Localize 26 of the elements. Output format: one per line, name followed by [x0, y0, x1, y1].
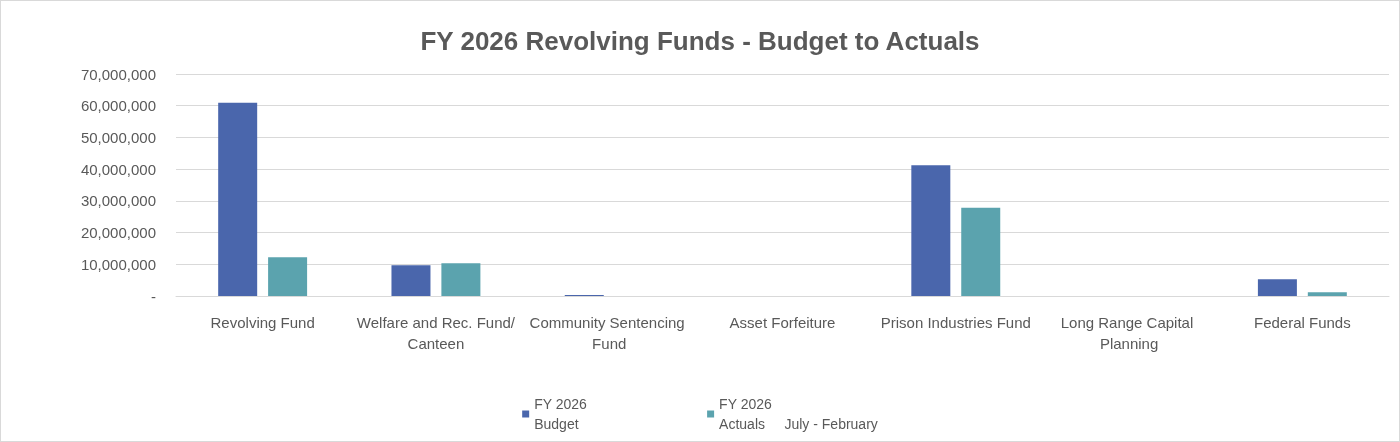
y-tick-label: 40,000,000	[80, 160, 156, 178]
x-tick-label: Asset Forfeiture	[729, 314, 836, 331]
bar	[391, 265, 431, 296]
y-tick-label: 30,000,000	[80, 192, 156, 210]
bar	[1307, 292, 1347, 296]
x-tick-label: Community Sentencing Fund	[529, 314, 689, 352]
y-tick-label: 10,000,000	[80, 255, 156, 273]
y-tick-label: 70,000,000	[80, 65, 156, 83]
chart-title: FY 2026 Revolving Funds - Budget to Actuals	[420, 26, 980, 56]
bar	[911, 165, 951, 296]
bar	[961, 207, 1001, 296]
y-tick-label: -	[151, 287, 156, 305]
x-tick-label: Long Range Capital Planning	[1060, 314, 1198, 352]
x-tick-label: Prison Industries Fund	[880, 314, 1031, 331]
y-tick-label: 50,000,000	[80, 128, 156, 146]
legend-label: FY 2026 Budget	[534, 396, 588, 432]
x-tick-label: Federal Funds	[1254, 314, 1351, 331]
legend-label: FY 2026 Actuals July - February	[719, 396, 878, 432]
bar	[441, 263, 481, 296]
x-tick-label: Revolving Fund	[210, 314, 315, 331]
bar	[218, 102, 258, 296]
bar	[1257, 279, 1297, 296]
x-tick-label: Welfare and Rec. Fund/Canteen	[356, 314, 516, 352]
y-tick-label: 60,000,000	[80, 97, 156, 115]
y-tick-label: 20,000,000	[80, 224, 156, 242]
bar	[268, 257, 308, 296]
